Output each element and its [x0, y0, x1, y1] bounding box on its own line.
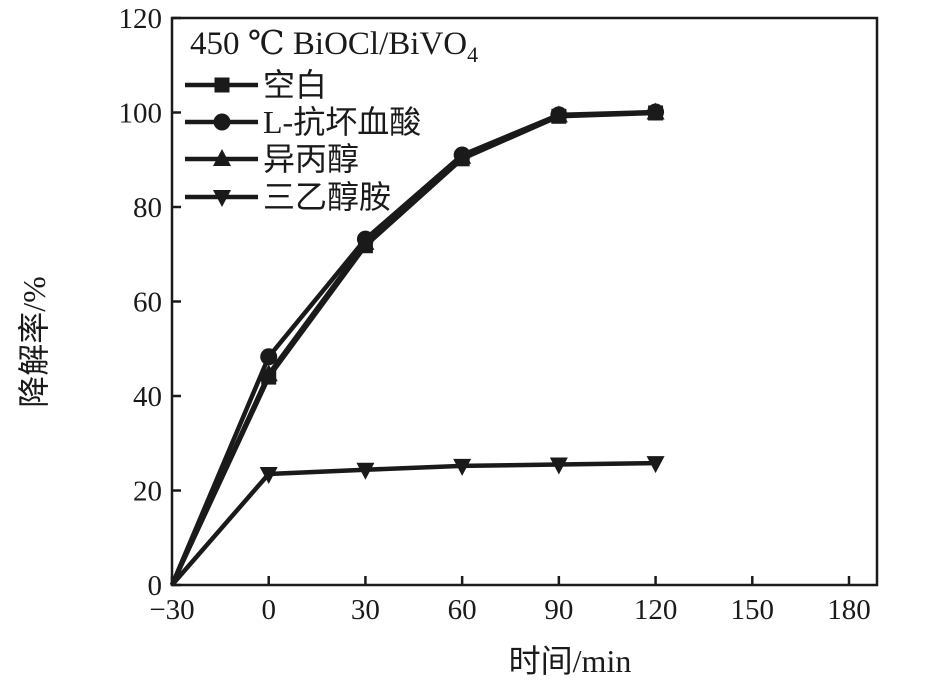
x-axis-tick-label: 60 [448, 594, 477, 626]
y-axis-tick-label: 120 [119, 3, 163, 35]
series-line-2 [169, 110, 656, 586]
series-marker-1 [260, 348, 278, 366]
legend-marker-square [214, 77, 230, 93]
y-axis-tick-label: 100 [119, 98, 163, 130]
series-marker-2 [356, 232, 375, 250]
x-axis-tick-label: 150 [731, 594, 775, 626]
x-axis-label: 时间/min [509, 643, 632, 679]
y-axis-tick-label: 20 [133, 476, 162, 508]
x-axis-tick-label: 120 [634, 594, 678, 626]
x-axis-tick-label: −30 [149, 594, 194, 626]
legend-label: L-抗坏血酸 [263, 104, 421, 140]
series-line-3 [170, 460, 656, 587]
y-axis-tick-label: 80 [133, 192, 162, 224]
series-marker-3 [646, 456, 665, 474]
legend-item-2: 异丙醇 [185, 141, 359, 177]
series-marker-3 [453, 458, 472, 476]
y-axis-label: 降解率/% [16, 276, 52, 408]
legend-marker-circle [213, 113, 231, 131]
series-marker-3 [356, 462, 375, 480]
y-axis-tick-label: 40 [133, 381, 162, 413]
chart-title-main: 450 ℃ BiOCl/BiVO [190, 26, 467, 62]
series-layer [169, 102, 665, 587]
series-marker-2 [259, 364, 278, 382]
legend-label: 空白 [263, 67, 327, 103]
legend-item-0: 空白 [185, 67, 327, 103]
chart-title: 450 ℃ BiOCl/BiVO4 [190, 26, 478, 67]
x-axis-tick-label: 180 [827, 594, 871, 626]
chart-title-subscript: 4 [467, 42, 478, 67]
x-axis-tick-label: 0 [261, 594, 276, 626]
series-marker-2 [453, 146, 472, 164]
y-axis-tick-label: 0 [148, 570, 163, 602]
series-marker-3 [549, 457, 568, 475]
x-axis-tick-label: 90 [544, 594, 573, 626]
series-marker-2 [646, 102, 665, 120]
legend-marker-triangle-up [213, 149, 231, 166]
legend-label: 三乙醇胺 [263, 179, 391, 215]
series-marker-2 [549, 105, 568, 123]
series-marker-3 [259, 466, 278, 484]
y-axis-tick-label: 60 [133, 287, 162, 319]
legend-label: 异丙醇 [263, 141, 359, 177]
legend-marker-triangle-down [213, 190, 231, 207]
series-line-0 [169, 110, 656, 586]
x-axis-tick-label: 30 [351, 594, 380, 626]
legend-item-1: L-抗坏血酸 [185, 104, 421, 140]
legend-item-3: 三乙醇胺 [185, 179, 391, 215]
series-line-1 [169, 109, 656, 586]
